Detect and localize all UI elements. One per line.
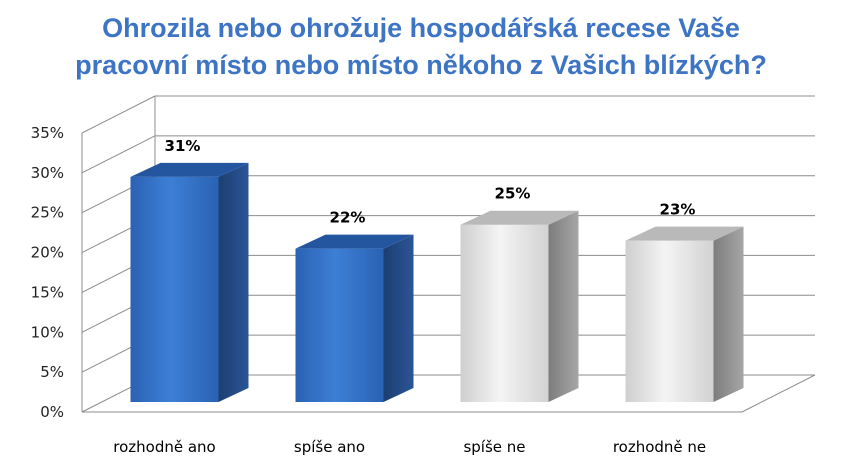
- bar-side: [713, 226, 744, 402]
- bar: [295, 234, 414, 402]
- bar: [130, 162, 249, 402]
- side-gridline: [81, 135, 156, 174]
- bar: [625, 226, 744, 402]
- y-tick-label: 15%: [31, 283, 64, 301]
- y-tick-label: 10%: [31, 323, 64, 341]
- bar-top: [460, 210, 579, 225]
- data-label: 22%: [330, 209, 366, 227]
- y-tick-label: 35%: [31, 124, 64, 142]
- x-axis: rozhodně ano spíše ano spíše ne rozhodně ne: [113, 438, 706, 456]
- bar-side: [383, 234, 414, 402]
- y-axis: 0% 5% 10% 15% 20% 25% 30% 35%: [31, 124, 64, 421]
- bar-front: [295, 248, 384, 402]
- bars: 31% 22% 25% 23%: [130, 137, 744, 402]
- chart-title: Ohrozila nebo ohrožuje hospodářská reces…: [0, 10, 842, 84]
- data-label: 31%: [165, 137, 201, 155]
- bar-top: [625, 226, 744, 241]
- category-label: spíše ne: [463, 438, 525, 456]
- bar-front: [625, 240, 714, 402]
- chart-title-line-1: Ohrozila nebo ohrožuje hospodářská reces…: [102, 13, 740, 43]
- category-label: rozhodně ne: [613, 438, 706, 456]
- y-tick-label: 0%: [40, 403, 64, 421]
- y-tick-label: 5%: [40, 363, 64, 381]
- chart-title-line-2: pracovní místo nebo místo někoho z Vašic…: [75, 50, 767, 80]
- data-label: 25%: [495, 185, 531, 203]
- category-label: rozhodně ano: [113, 438, 215, 456]
- bar-side: [548, 210, 579, 402]
- category-label: spíše ano: [294, 438, 365, 456]
- y-tick-label: 30%: [31, 164, 64, 182]
- bar-top: [295, 234, 414, 249]
- y-tick-label: 25%: [31, 204, 64, 222]
- floor-right-edge: [741, 374, 816, 413]
- bar-front: [130, 176, 219, 402]
- bar-front: [460, 224, 549, 402]
- bar: [460, 210, 579, 402]
- side-gridline: [81, 95, 156, 134]
- bar-top: [130, 162, 249, 177]
- bar-side: [218, 162, 249, 402]
- data-label: 23%: [660, 201, 696, 219]
- y-tick-label: 20%: [31, 244, 64, 262]
